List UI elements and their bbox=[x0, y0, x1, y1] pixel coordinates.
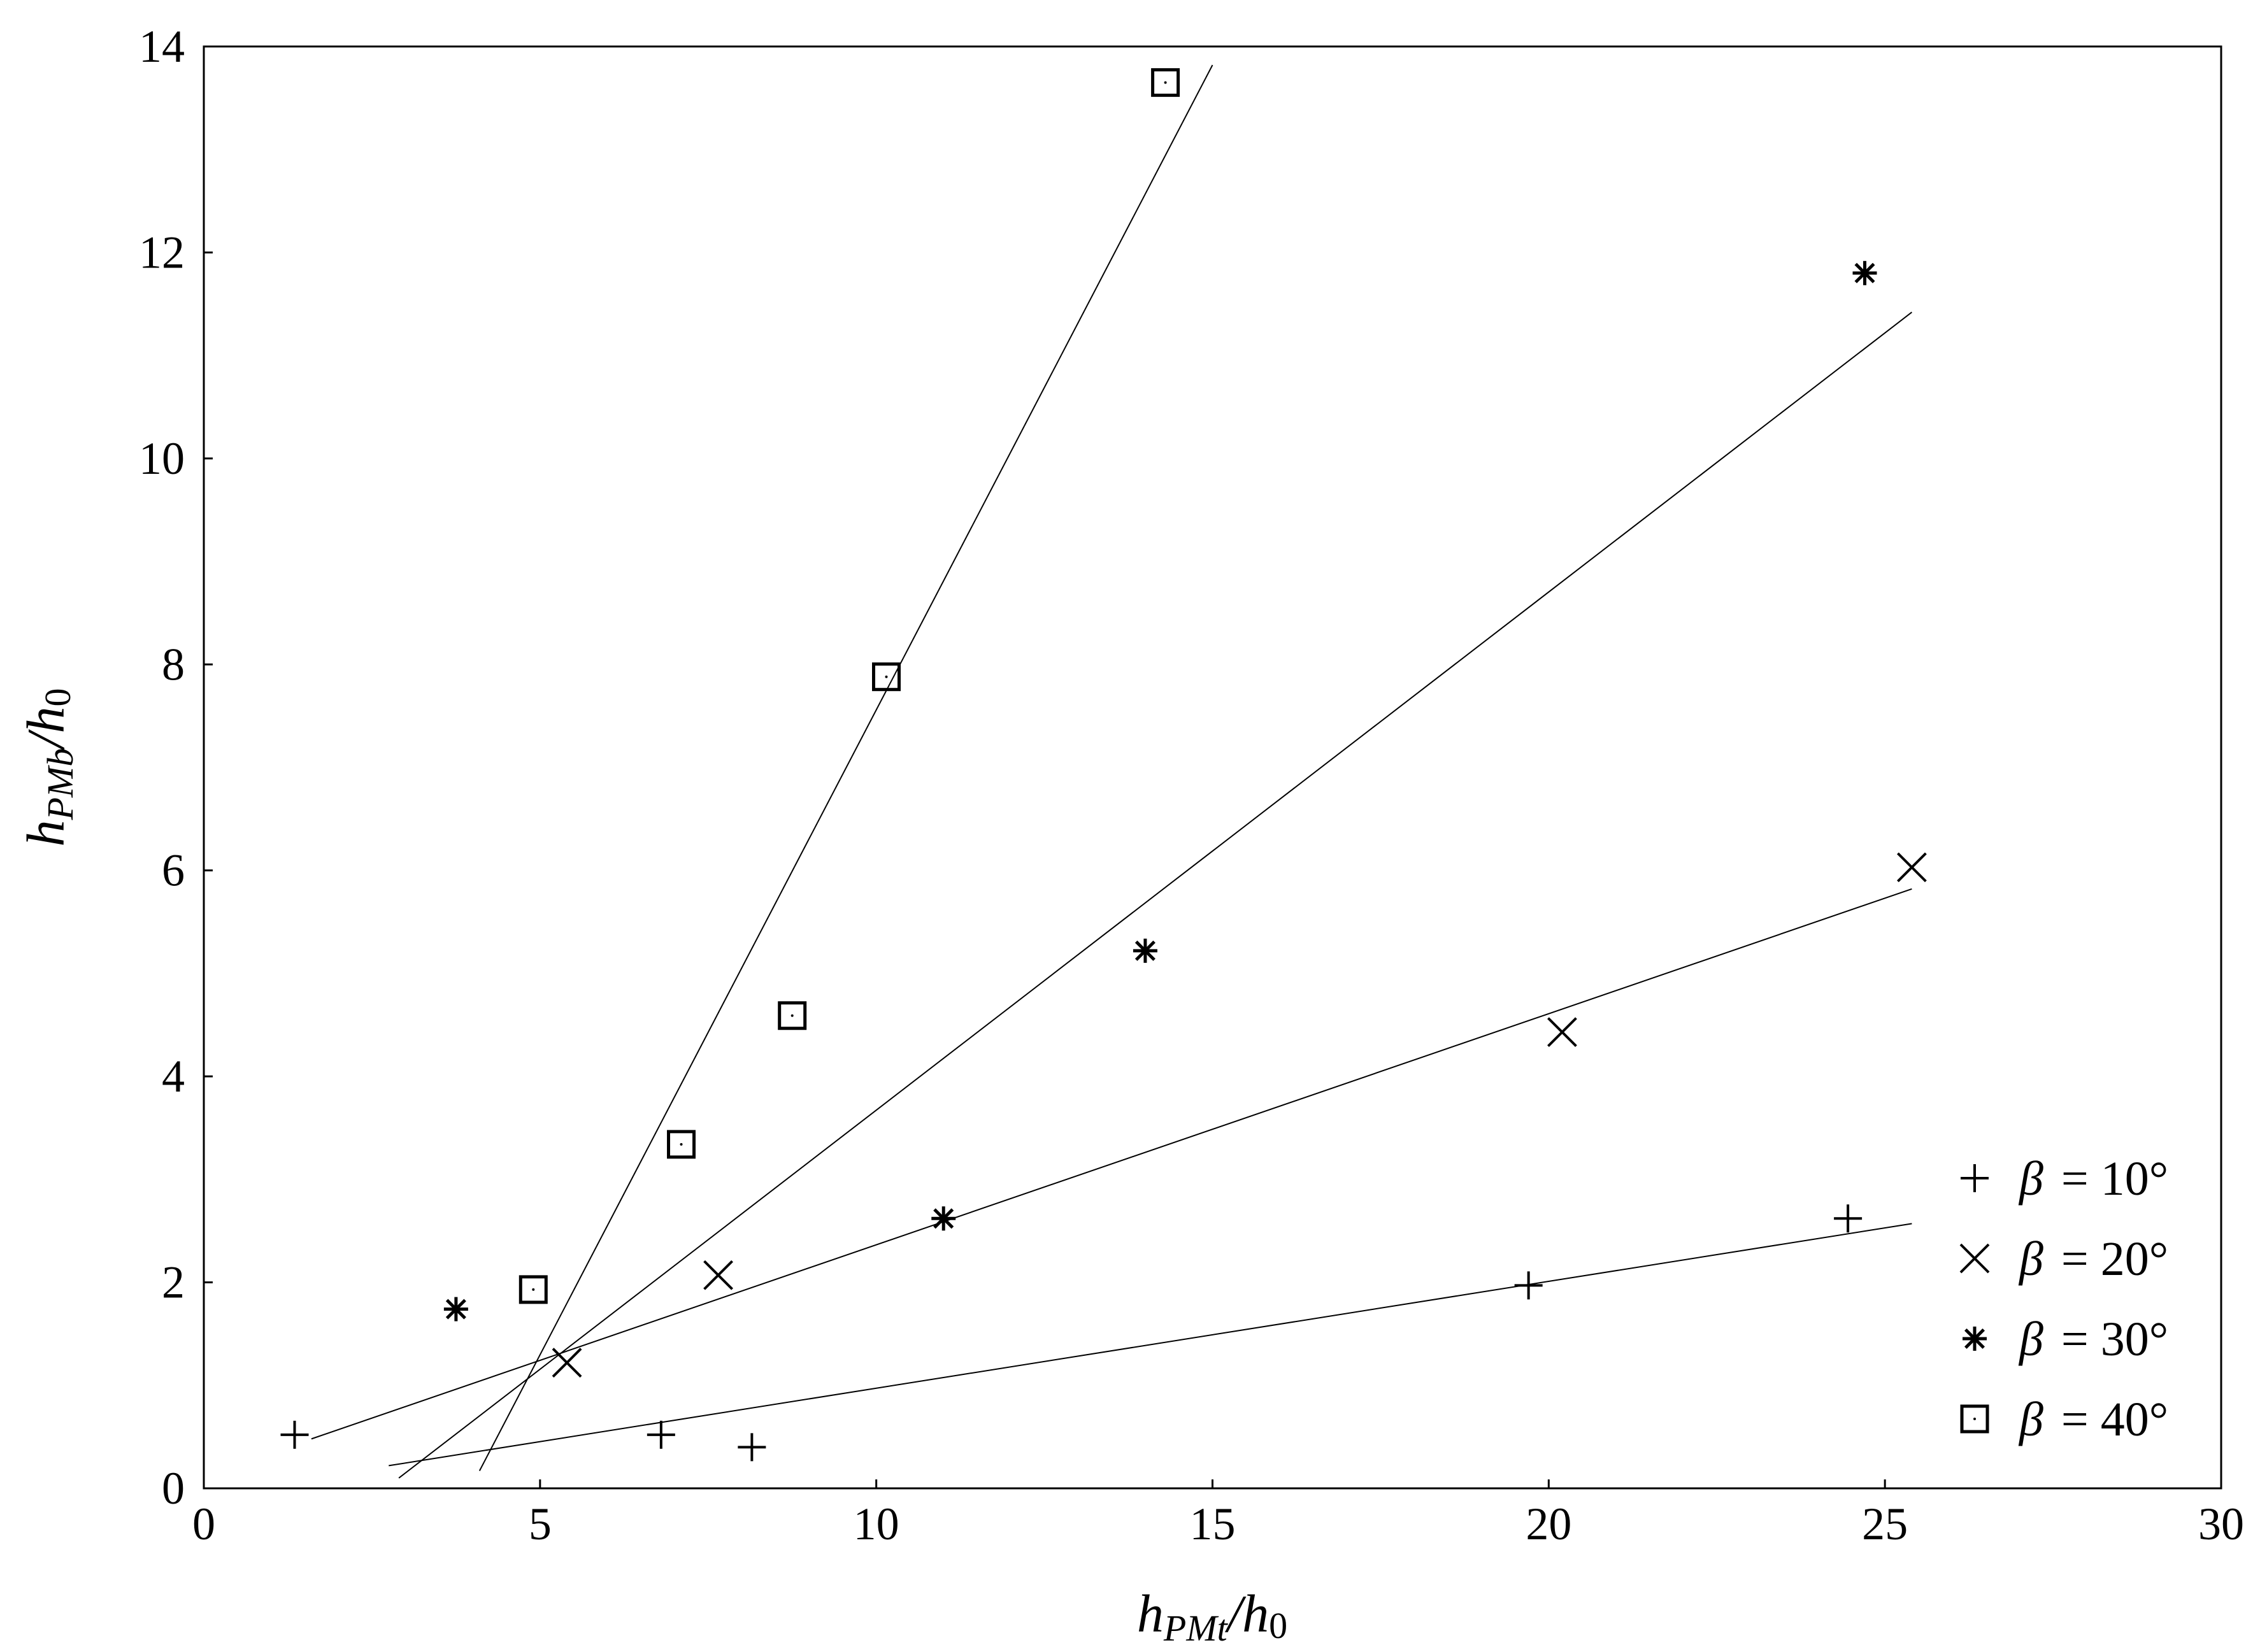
legend-label-4: β = 40° bbox=[2018, 1393, 2168, 1446]
y-tick-label: 12 bbox=[139, 227, 185, 278]
legend-item-1: β = 10° bbox=[1961, 1152, 2168, 1206]
y-axis-ticks: 0 2 4 6 8 10 12 14 bbox=[139, 21, 213, 1514]
legend-marker-4 bbox=[1960, 1404, 1989, 1434]
data-point-series-2 bbox=[1896, 852, 1927, 883]
data-point-series-3 bbox=[1852, 260, 1877, 285]
data-point-series-4 bbox=[667, 1130, 696, 1159]
x-tick-label: 30 bbox=[2198, 1499, 2244, 1549]
legend-label-2: β = 20° bbox=[2018, 1232, 2168, 1286]
x-tick-label: 10 bbox=[854, 1499, 899, 1549]
legend-marker-3 bbox=[1963, 1327, 1987, 1351]
legend-symbol: β bbox=[2018, 1313, 2043, 1366]
y-tick-label: 4 bbox=[162, 1051, 185, 1102]
x-axis-ticks: 0 5 10 15 20 25 30 bbox=[192, 1479, 2244, 1549]
legend-value: = 20° bbox=[2061, 1232, 2168, 1286]
legend-label-1: β = 10° bbox=[2018, 1152, 2168, 1206]
x-axis-title-sub: PMt bbox=[1163, 1607, 1229, 1649]
data-point-series-1 bbox=[1834, 1204, 1863, 1233]
y-axis-title-rest: /h bbox=[17, 706, 76, 750]
data-point-series-4 bbox=[519, 1275, 548, 1304]
data-point-series-4 bbox=[778, 1001, 807, 1030]
x-tick-label: 25 bbox=[1862, 1499, 1908, 1549]
data-point-series-4 bbox=[872, 662, 901, 692]
data-point-series-4 bbox=[1151, 68, 1180, 97]
y-tick-label: 2 bbox=[162, 1257, 185, 1308]
legend-marker-1 bbox=[1961, 1164, 1989, 1192]
legend-item-2: β = 20° bbox=[1959, 1232, 2168, 1286]
fit-line-series-1 bbox=[389, 1223, 1912, 1467]
data-point-series-3 bbox=[443, 1297, 468, 1321]
fit-line-series-3 bbox=[398, 311, 1913, 1479]
fit-line-series-2 bbox=[311, 888, 1912, 1440]
data-point-series-1 bbox=[738, 1433, 766, 1462]
legend-item-3: β = 30° bbox=[1963, 1313, 2168, 1366]
legend-marker-2 bbox=[1959, 1243, 1990, 1274]
x-tick-label: 15 bbox=[1190, 1499, 1236, 1549]
x-axis-title-main: h bbox=[1137, 1584, 1164, 1644]
x-tick-label: 20 bbox=[1526, 1499, 1571, 1549]
x-axis-title-rest-sub: 0 bbox=[1269, 1605, 1287, 1646]
x-tick-label: 0 bbox=[192, 1499, 215, 1549]
legend-value: = 10° bbox=[2061, 1152, 2168, 1206]
legend-symbol: β bbox=[2018, 1393, 2043, 1446]
legend-value: = 30° bbox=[2061, 1313, 2168, 1366]
fit-line-series-4 bbox=[478, 64, 1213, 1471]
plot-area-frame bbox=[203, 45, 2222, 1490]
y-axis-title-rest-sub: 0 bbox=[37, 688, 78, 706]
legend-value: = 40° bbox=[2061, 1393, 2168, 1446]
x-tick-label: 5 bbox=[529, 1499, 552, 1549]
data-point-series-2 bbox=[703, 1260, 733, 1290]
legend-item-4: β = 40° bbox=[1960, 1393, 2168, 1446]
x-axis-title-rest: /h bbox=[1225, 1584, 1269, 1644]
y-axis-title-main: h bbox=[17, 820, 76, 847]
x-axis-title: hPMt/h0 bbox=[1137, 1584, 1287, 1649]
y-tick-label: 14 bbox=[139, 21, 185, 72]
legend-symbol: β bbox=[2018, 1232, 2043, 1286]
data-point-series-1 bbox=[647, 1420, 675, 1449]
data-points bbox=[280, 68, 1927, 1462]
legend-symbol: β bbox=[2018, 1152, 2043, 1206]
y-axis-title: hPMb/h0 bbox=[17, 688, 81, 846]
y-axis-title-sub: PMb bbox=[39, 748, 81, 821]
legend: β = 10° β = 20° β = 30° β = 40° bbox=[1959, 1152, 2168, 1446]
fit-lines bbox=[311, 64, 1913, 1479]
y-tick-label: 0 bbox=[162, 1463, 185, 1514]
data-point-series-2 bbox=[1547, 1017, 1577, 1048]
y-tick-label: 8 bbox=[162, 639, 185, 690]
data-point-series-2 bbox=[552, 1348, 582, 1378]
data-point-series-3 bbox=[931, 1206, 956, 1231]
data-point-series-1 bbox=[1514, 1271, 1543, 1300]
data-point-series-1 bbox=[280, 1420, 309, 1449]
y-tick-label: 6 bbox=[162, 845, 185, 896]
y-tick-label: 10 bbox=[139, 433, 185, 484]
legend-label-3: β = 30° bbox=[2018, 1313, 2168, 1366]
data-point-series-3 bbox=[1133, 938, 1157, 963]
